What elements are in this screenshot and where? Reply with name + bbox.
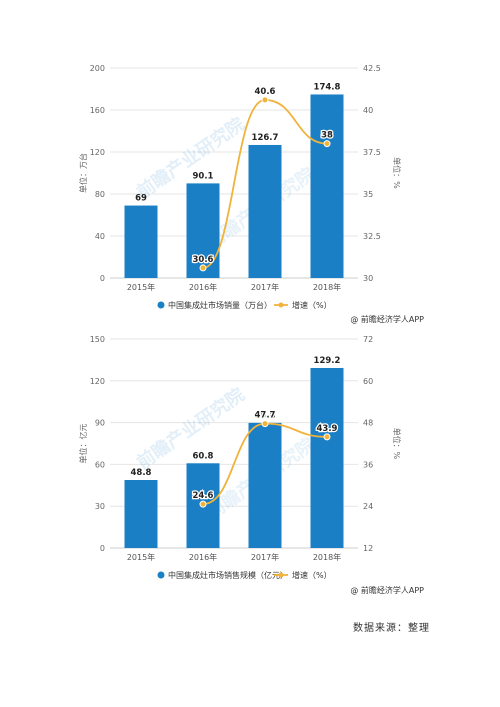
bar [186,183,220,278]
legend-bar-label: 中国集成灶市场销售规模（亿元） [168,570,288,580]
y2-tick-label: 32.5 [363,232,381,241]
bar-value-label: 60.8 [193,451,214,461]
growth-line [202,422,328,506]
legend-bar-marker [157,571,165,579]
y-tick-label: 90 [95,419,105,428]
y2-axis-title: 单位：% [392,428,402,460]
growth-line [202,99,328,269]
legend-bar-marker [157,301,165,309]
x-tick-label: 2016年 [189,282,217,292]
growth-point [323,433,331,441]
bar [248,422,282,548]
growth-value-label: 38 [321,131,333,141]
growth-point [323,140,331,148]
y2-axis-title: 单位：% [392,157,402,189]
legend-line-dot [278,572,284,578]
bar [124,205,158,278]
bar [310,94,344,279]
y2-tick-label: 42.5 [363,64,381,73]
bar-value-label: 90.1 [193,171,214,181]
bar-value-label: 174.8 [314,82,341,92]
y-tick-label: 30 [95,502,105,511]
y-tick-label: 200 [90,64,105,73]
y2-tick-label: 72 [363,335,373,344]
growth-point [261,420,269,428]
y2-tick-label: 37.5 [363,148,381,157]
y2-tick-label: 40 [363,106,373,115]
growth-point [199,264,207,272]
credit-text: @ 前瞻经济学人APP [350,314,424,324]
data-source-note: 数据来源：整理 [353,623,430,634]
y2-tick-label: 48 [363,419,373,428]
y-axis-title: 单位：万台 [78,153,88,193]
x-tick-label: 2016年 [189,552,217,562]
y-tick-label: 150 [90,335,105,344]
x-tick-label: 2018年 [313,282,341,292]
y-tick-label: 120 [90,148,105,157]
bar [310,367,344,548]
y2-tick-label: 12 [363,544,373,553]
bar-value-label: 89.8 [255,411,276,421]
legend-bar-label: 中国集成灶市场销量（万台） [168,300,272,310]
growth-point [261,96,269,104]
bar-value-label: 126.7 [252,133,279,143]
watermark: 前瞻产业研究院 [133,383,249,473]
bar-value-label: 69 [135,194,147,204]
y2-tick-label: 35 [363,190,373,199]
chart-1: 0 40 80 120 160 200 30 32.5 35 37.5 40 42.5 单位：万台 单位：… [78,64,424,324]
growth-value-label: 47.7 [255,411,276,421]
growth-value-label: 30.6 [193,255,214,265]
chart-2: 0 30 60 90 120 150 12 24 36 48 60 72 单位：亿元 单位：% 前瞻产业研究… [78,335,424,595]
bar-value-label: 129.2 [314,356,341,366]
x-tick-label: 2017年 [251,552,279,562]
bar [124,480,158,548]
y-tick-label: 0 [100,544,105,553]
x-tick-label: 2015年 [127,552,155,562]
y2-tick-label: 24 [363,502,373,511]
y-tick-label: 0 [100,274,105,283]
y-axis-title: 单位：亿元 [78,424,88,464]
x-tick-label: 2018年 [313,552,341,562]
growth-value-label: 43.9 [317,424,338,434]
legend-line-label: 增速（%） [292,570,332,580]
y-tick-label: 160 [90,106,105,115]
growth-point [199,500,207,508]
growth-value-label: 40.6 [255,87,276,97]
y2-tick-label: 36 [363,460,373,469]
legend-line-label: 增速（%） [292,300,332,310]
growth-value-label: 24.6 [193,491,214,501]
credit-text: @ 前瞻经济学人APP [350,585,424,595]
x-tick-label: 2015年 [127,282,155,292]
bar [248,144,282,278]
y2-tick-label: 30 [363,274,373,283]
legend-line-dot [278,302,284,308]
y-tick-label: 60 [95,460,105,469]
y-tick-label: 120 [90,377,105,386]
x-tick-label: 2017年 [251,282,279,292]
bar-value-label: 48.8 [131,468,152,478]
y2-tick-label: 60 [363,377,373,386]
y-tick-label: 80 [95,190,105,199]
y-tick-label: 40 [95,232,105,241]
